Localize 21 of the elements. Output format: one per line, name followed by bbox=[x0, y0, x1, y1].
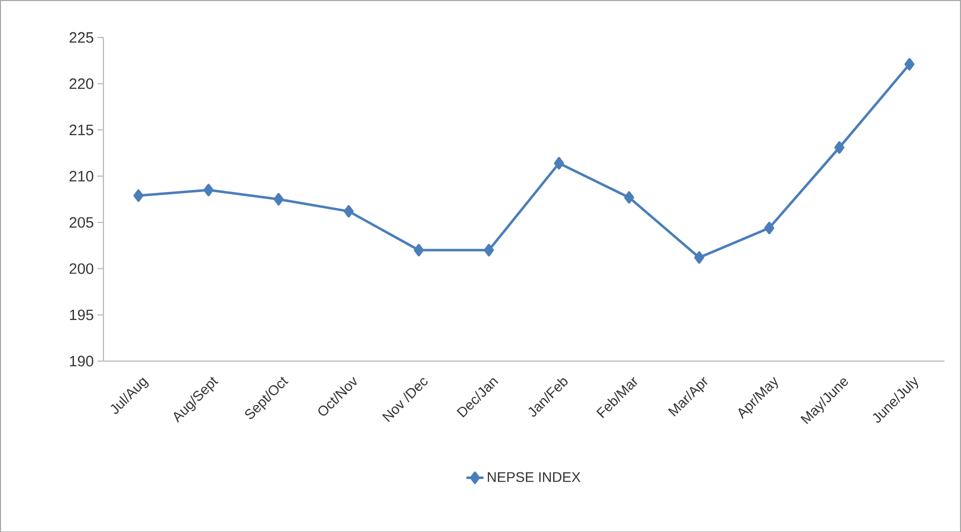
y-tick-label: 215 bbox=[70, 124, 94, 136]
point bbox=[554, 156, 564, 170]
y-tick-label: 200 bbox=[70, 263, 94, 274]
point bbox=[624, 190, 634, 204]
y-tick-label: 210 bbox=[70, 170, 94, 182]
point bbox=[414, 244, 424, 256]
point bbox=[694, 251, 704, 264]
y-tick-label: 220 bbox=[70, 78, 94, 89]
point bbox=[274, 192, 284, 206]
point bbox=[834, 141, 844, 154]
point bbox=[764, 221, 774, 234]
point bbox=[133, 189, 144, 202]
point bbox=[204, 184, 214, 196]
point bbox=[344, 204, 354, 218]
point bbox=[484, 244, 494, 256]
y-tick-label: 225 bbox=[70, 32, 94, 43]
y-tick-label: 205 bbox=[70, 216, 94, 228]
legend-label: NEPSE INDEX bbox=[488, 472, 580, 482]
y-tick-label: 195 bbox=[70, 309, 94, 320]
point bbox=[904, 58, 914, 70]
y-tick-label: 190 bbox=[70, 356, 94, 366]
